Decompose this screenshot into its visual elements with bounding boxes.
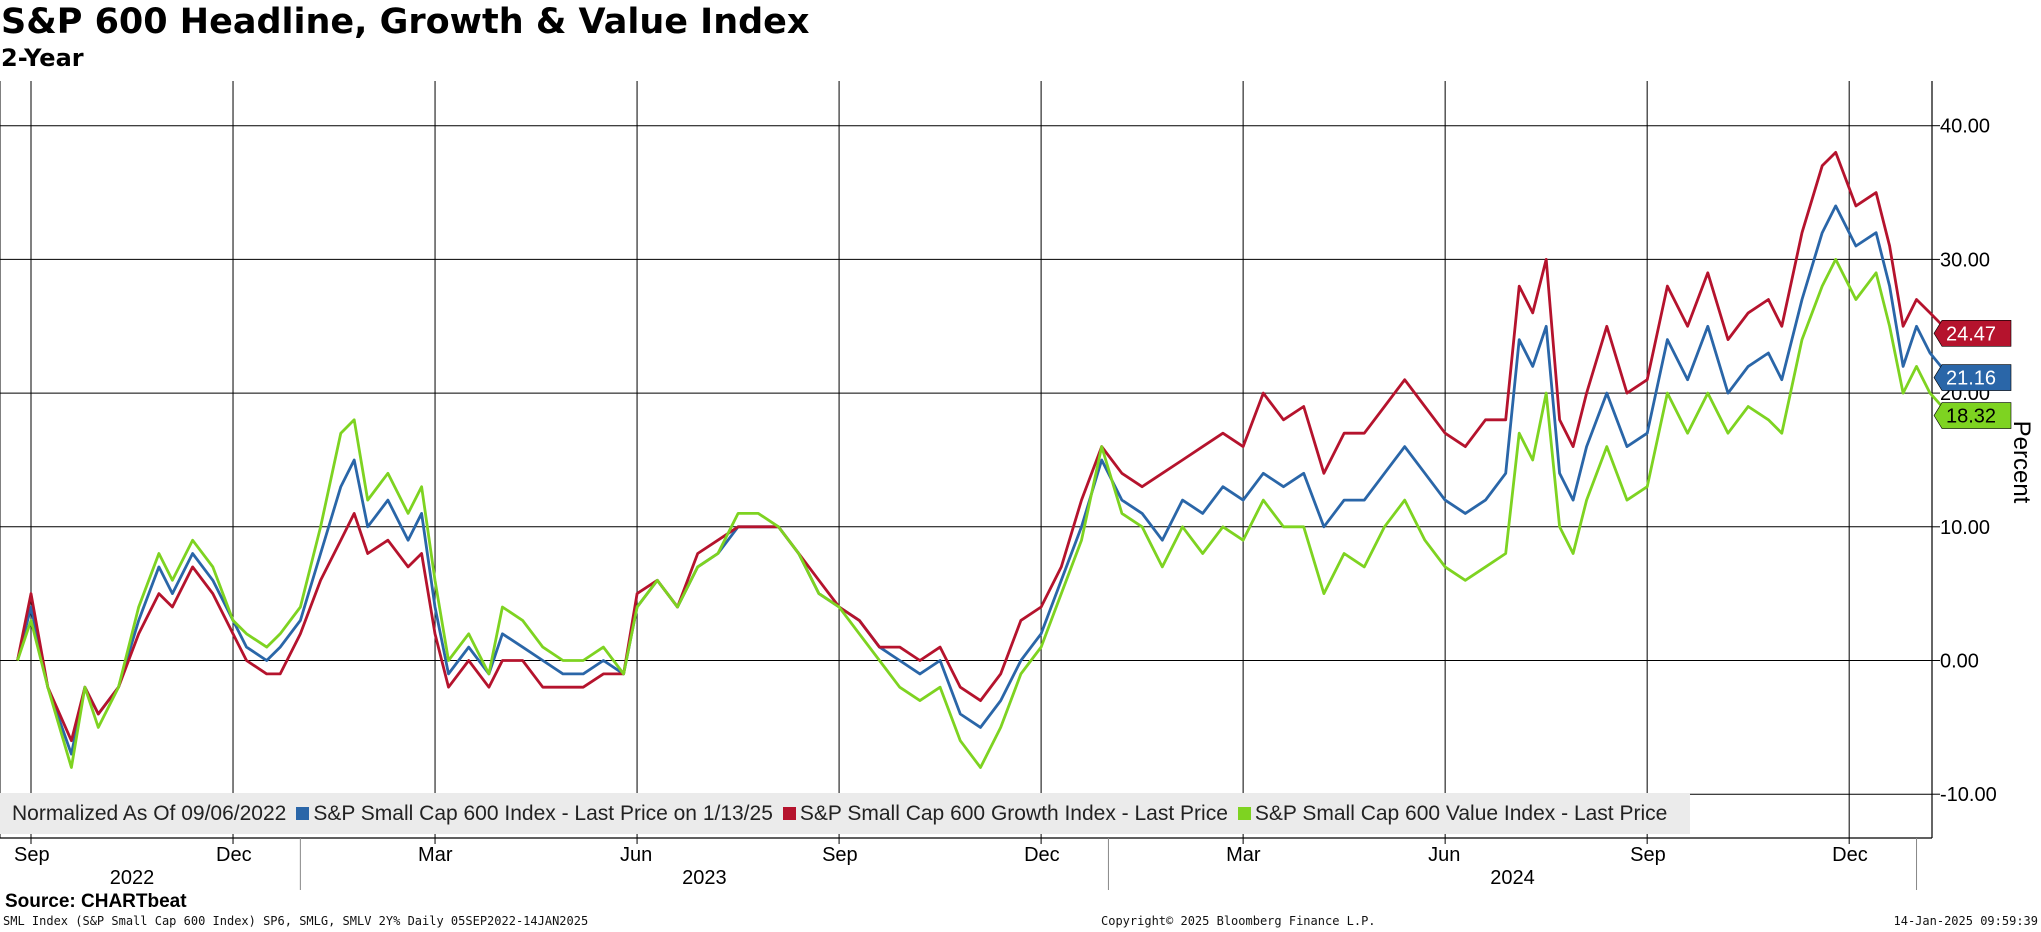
year-label: 2024 [1490, 867, 1535, 889]
x-tick-label: Sep [14, 844, 50, 866]
y-tick-label: 30.00 [1940, 249, 1990, 271]
year-label: 2022 [110, 867, 155, 889]
legend-item-index: S&P Small Cap 600 Index - Last Price on … [296, 802, 773, 826]
source-note: Source: CHARTbeat [5, 891, 187, 912]
last-value-flag-2: 18.32 [1933, 402, 2012, 429]
x-tick-label: Jun [1428, 844, 1460, 866]
legend-note-text: Normalized As Of 09/06/2022 [12, 801, 287, 825]
footer-index-info: SML Index (S&P Small Cap 600 Index) SP6,… [3, 914, 589, 928]
x-tick-label: Dec [216, 844, 252, 866]
y-axis-label: Percent [2008, 420, 2035, 504]
last-value-flag-0: 21.16 [1933, 364, 2012, 391]
x-tick-label: Jun [620, 844, 652, 866]
y-tick-label: -10.00 [1940, 784, 1997, 806]
chart-title: S&P 600 Headline, Growth & Value Index [1, 2, 810, 42]
series-line-1 [16, 151, 1952, 743]
x-tick-label: Mar [1226, 844, 1261, 866]
legend-label-growth: S&P Small Cap 600 Growth Index - Last Pr… [799, 801, 1228, 825]
y-tick-label: 10.00 [1940, 517, 1990, 539]
last-value-flag-shape [1933, 320, 2012, 347]
x-tick-label: Sep [822, 844, 858, 866]
footer-copyright: Copyright© 2025 Bloomberg Finance L.P. [1101, 914, 1376, 928]
last-value-flag-shape [1933, 402, 2012, 429]
last-value-flag-1: 24.47 [1933, 320, 2012, 347]
legend-label-index: S&P Small Cap 600 Index - Last Price on … [313, 801, 773, 825]
last-value-label: 21.16 [1946, 368, 1996, 390]
legend-swatch-growth [782, 807, 796, 820]
x-tick-label: Dec [1024, 844, 1060, 866]
x-tick-label: Sep [1630, 844, 1666, 866]
x-tick-label: Dec [1832, 844, 1868, 866]
legend-item-value: S&P Small Cap 600 Value Index - Last Pri… [1237, 801, 1668, 826]
last-value-flag-shape [1933, 364, 2012, 391]
last-value-label: 18.32 [1946, 406, 1996, 428]
x-tick-label: Mar [418, 844, 453, 866]
y-tick-label: 40.00 [1940, 116, 1990, 138]
last-value-label: 24.47 [1946, 323, 1996, 345]
legend-label-value: S&P Small Cap 600 Value Index - Last Pri… [1254, 801, 1668, 825]
y-tick-label: 0.00 [1940, 651, 1979, 673]
legend-swatch-index [296, 807, 310, 820]
legend: Normalized As Of 09/06/2022 S&P Small Ca… [0, 793, 1690, 834]
legend-note: Normalized As Of 09/06/2022 [12, 802, 286, 826]
year-label: 2023 [682, 867, 727, 889]
chart-subtitle: 2-Year [1, 44, 84, 72]
series-line-2 [16, 258, 1952, 769]
legend-swatch-value [1237, 807, 1251, 820]
legend-item-growth: S&P Small Cap 600 Growth Index - Last Pr… [782, 801, 1228, 826]
series-line-0 [16, 204, 1952, 756]
footer-timestamp: 14-Jan-2025 09:59:39 [1893, 914, 2039, 928]
